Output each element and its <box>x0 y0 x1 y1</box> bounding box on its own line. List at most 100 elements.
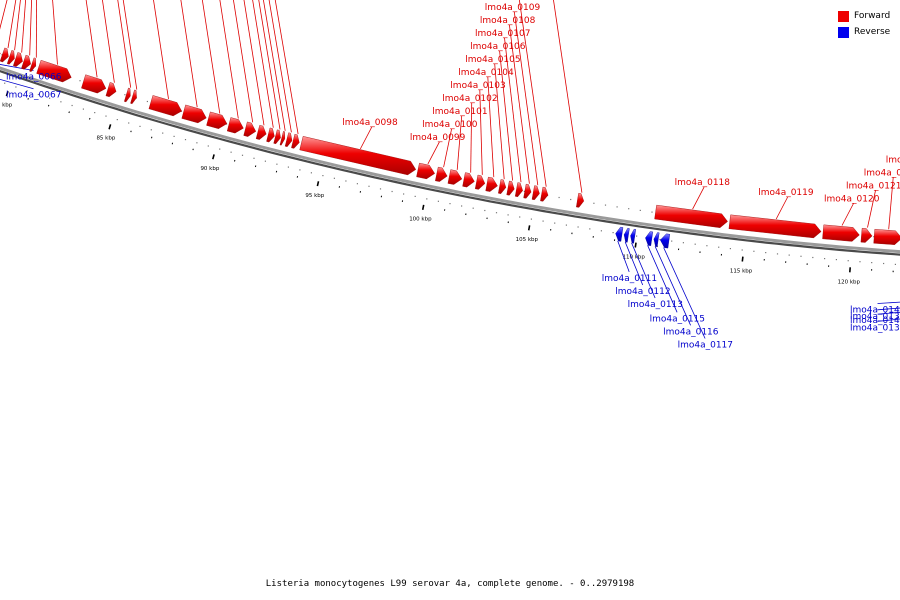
label-lmo4a-0120[interactable]: lmo4a_0120 <box>824 195 880 205</box>
label-lmo4a-0143[interactable]: lmo4a_0143 <box>850 316 900 326</box>
label-lmo4a-0136[interactable]: lmo4a_0136 <box>850 323 900 333</box>
gene-lmo4a-0116[interactable] <box>653 232 660 247</box>
gene-lmo4a-0096[interactable] <box>284 132 293 147</box>
forward-track-dots <box>124 94 126 96</box>
leader-lmo4a-0085 <box>117 0 132 88</box>
gene-lmo4a-0109[interactable] <box>531 185 540 201</box>
label-lmo4a-0115[interactable]: lmo4a_0115 <box>650 314 705 324</box>
leader-lmo4a-0099 <box>427 141 440 165</box>
label-lmo4a-0113[interactable]: lmo4a_0113 <box>628 300 683 310</box>
leader-lmo4a-0121 <box>867 190 876 228</box>
leader-lmo4a-0081 <box>35 0 37 58</box>
legend-forward: Forward <box>838 8 890 24</box>
label-lmo4a-0067[interactable]: lmo4a_0067 <box>6 91 61 101</box>
gene-lmo4a-0108[interactable] <box>523 183 532 199</box>
reverse-track-dots <box>426 198 428 200</box>
gene-lmo4a-0077[interactable] <box>0 47 9 63</box>
label-lmo4a-0118[interactable]: lmo4a_0118 <box>675 178 731 188</box>
gene-lmo4a-0079[interactable] <box>13 52 23 67</box>
gene-lmo4a-0092[interactable] <box>255 124 267 140</box>
gene-lmo4a-0090[interactable] <box>226 117 244 134</box>
reverse-track-dots <box>71 104 73 107</box>
gene-lmo4a-0084[interactable] <box>105 82 117 98</box>
label-lmo4a-0111[interactable]: lmo4a_0111 <box>602 274 657 284</box>
gene-lmo4a-0081[interactable] <box>29 57 37 72</box>
label-lmo4a-0123[interactable]: lmo4a_0123 <box>886 156 900 166</box>
label-lmo4a-0098[interactable]: lmo4a_0098 <box>342 118 398 128</box>
gene-lmo4a-0085[interactable] <box>124 87 131 103</box>
gene-lmo4a-0089[interactable] <box>206 111 228 129</box>
label-lmo4a-0142[interactable]: lmo4a_0142 <box>850 306 900 316</box>
gene-lmo4a-0105[interactable] <box>498 179 507 194</box>
forward-track-dots <box>604 204 607 206</box>
gene-lmo4a-0117[interactable] <box>660 233 671 249</box>
label-lmo4a-0119[interactable]: lmo4a_0119 <box>758 188 814 198</box>
label-lmo4a-0121[interactable]: lmo4a_0121 <box>846 182 900 192</box>
label-lmo4a-0101[interactable]: lmo4a_0101 <box>432 107 487 117</box>
label-lmo4a-0116[interactable]: lmo4a_0116 <box>663 327 719 337</box>
label-lmo4a-0102[interactable]: lmo4a_0102 <box>442 94 497 104</box>
gene-lmo4a-0091[interactable] <box>243 121 257 137</box>
gene-lmo4a-0113[interactable] <box>630 228 637 244</box>
scale-tick-label: 85 kbp <box>96 136 115 142</box>
gene-lmo4a-0082[interactable] <box>36 59 72 83</box>
label-lmo4a-0103[interactable]: lmo4a_0103 <box>450 81 505 91</box>
label-lmo4a-0104[interactable]: lmo4a_0104 <box>458 68 514 78</box>
label-lmo4a-0117[interactable]: lmo4a_0117 <box>678 341 733 351</box>
gene-lmo4a-0088[interactable] <box>181 104 207 124</box>
label-lmo4a-0066[interactable]: lmo4a_0066 <box>6 73 62 83</box>
gene-lmo4a-0111[interactable] <box>615 226 624 242</box>
gene-lmo4a-0121[interactable] <box>860 227 873 243</box>
label-lmo4a-0106[interactable]: lmo4a_0106 <box>470 42 526 52</box>
gene-lmo4a-0098[interactable] <box>299 136 417 176</box>
reverse-track-dots <box>765 252 767 254</box>
major-tick <box>316 181 320 187</box>
gene-lmo4a-0094[interactable] <box>273 129 281 145</box>
reverse-track-dots <box>612 232 614 234</box>
gene-lmo4a-0103[interactable] <box>474 174 486 190</box>
gene-lmo4a-0115[interactable] <box>645 231 654 246</box>
gene-lmo4a-0122[interactable] <box>873 228 900 245</box>
label-lmo4a-0108[interactable]: lmo4a_0108 <box>480 16 536 26</box>
gene-lmo4a-0118[interactable] <box>654 204 728 228</box>
gene-lmo4a-0114[interactable] <box>576 192 585 208</box>
gene-lmo4a-0102[interactable] <box>462 172 475 188</box>
gene-lmo4a-0112[interactable] <box>623 227 630 243</box>
leader-lmo4a-0087 <box>153 0 169 99</box>
label-lmo4a-0135[interactable]: lmo4a_0135 <box>850 312 900 322</box>
gene-lmo4a-0120[interactable] <box>822 224 860 242</box>
reverse-track-dots <box>554 222 556 224</box>
gene-lmo4a-0101[interactable] <box>447 169 463 185</box>
reverse-track-dots <box>530 218 532 220</box>
gene-lmo4a-0093[interactable] <box>266 127 275 143</box>
reverse-track-dots <box>403 193 405 195</box>
gene-lmo4a-0078[interactable] <box>6 50 15 65</box>
scale-tick-label: 115 kbp <box>730 269 753 275</box>
reverse-track-dots <box>659 238 661 241</box>
gene-lmo4a-0099[interactable] <box>416 162 435 180</box>
reverse-track-dots <box>287 166 289 168</box>
label-lmo4a-0122[interactable]: lmo4a_0122 <box>864 169 900 179</box>
label-lmo4a-0105[interactable]: lmo4a_0105 <box>465 55 520 65</box>
gene-lmo4a-0100[interactable] <box>435 166 448 182</box>
gene-lmo4a-0080[interactable] <box>21 54 31 70</box>
gene-lmo4a-0107[interactable] <box>514 182 523 198</box>
gene-lmo4a-0083[interactable] <box>81 74 107 94</box>
gene-lmo4a-0086[interactable] <box>130 89 137 105</box>
reverse-track-dots <box>322 175 324 177</box>
reverse-track-dots <box>333 177 335 179</box>
gene-lmo4a-0119[interactable] <box>728 214 822 239</box>
gene-lmo4a-0110[interactable] <box>540 186 549 202</box>
gene-lmo4a-0104[interactable] <box>485 176 498 192</box>
label-lmo4a-0107[interactable]: lmo4a_0107 <box>475 29 530 39</box>
gene-lmo4a-0106[interactable] <box>506 180 515 196</box>
label-lmo4a-0100[interactable]: lmo4a_0100 <box>422 120 478 130</box>
label-lmo4a-0109[interactable]: lmo4a_0109 <box>485 3 541 13</box>
gene-lmo4a-0095[interactable] <box>279 131 286 146</box>
label-lmo4a-0112[interactable]: lmo4a_0112 <box>615 287 670 297</box>
reverse-track-dots <box>4 82 6 84</box>
gene-lmo4a-0097[interactable] <box>291 133 300 149</box>
minor-tick <box>27 98 29 100</box>
gene-lmo4a-0087[interactable] <box>148 95 182 117</box>
label-lmo4a-0099[interactable]: lmo4a_0099 <box>410 133 466 143</box>
